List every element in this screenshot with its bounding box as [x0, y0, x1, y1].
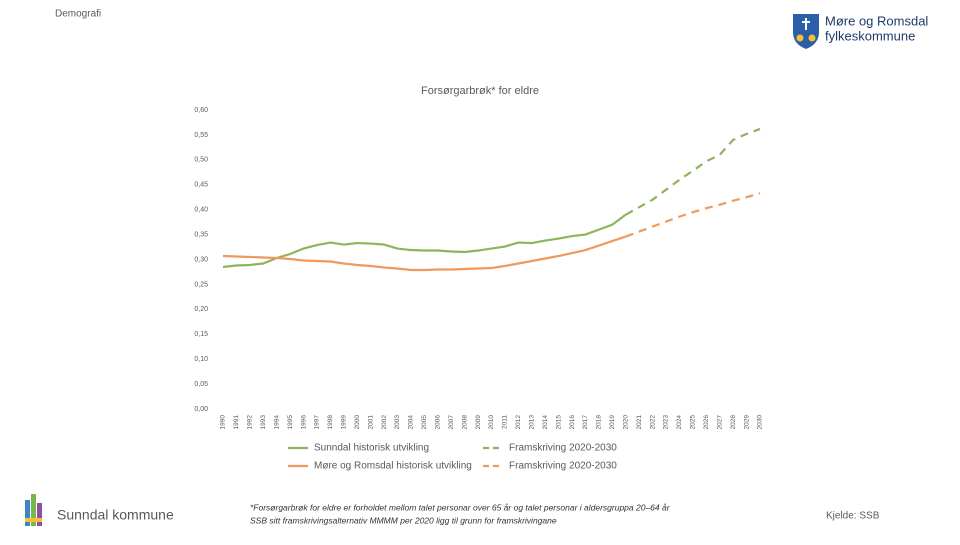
x-tick-label: 2026: [703, 415, 710, 430]
x-tick-label: 2021: [636, 415, 643, 430]
y-tick-label: 0,55: [194, 132, 208, 139]
x-tick-label: 2023: [663, 415, 670, 430]
x-tick-label: 2029: [743, 415, 750, 430]
county-logo: Møre og Romsdal fylkeskommune: [793, 13, 928, 49]
footnote: SSB sitt framskrivingsalternativ MMMM pe…: [250, 515, 557, 525]
x-tick-label: 2012: [515, 415, 522, 430]
logo-bar: [37, 503, 42, 526]
x-tick-label: 2020: [622, 415, 629, 430]
y-tick-label: 0,60: [194, 107, 208, 114]
x-tick-label: 2016: [569, 415, 576, 430]
x-tick-label: 2018: [596, 415, 603, 430]
x-tick-label: 2006: [435, 415, 442, 430]
x-tick-label: 2024: [676, 415, 683, 430]
y-tick-label: 0,35: [194, 231, 208, 238]
x-tick-label: 2011: [502, 415, 509, 429]
y-tick-label: 0,05: [194, 381, 208, 388]
footnote: *Forsørgarbrøk for eldre er forholdet me…: [250, 502, 671, 512]
y-tick-label: 0,20: [194, 306, 208, 313]
x-tick-label: 2019: [609, 415, 616, 430]
x-tick-label: 2027: [716, 415, 723, 430]
x-tick-label: 2017: [582, 415, 589, 430]
x-tick-label: 1996: [300, 415, 307, 430]
x-tick-label: 2000: [354, 415, 361, 430]
x-tick-label: 2001: [367, 415, 374, 430]
x-tick-label: 1992: [247, 415, 254, 430]
y-tick-label: 0,00: [194, 406, 208, 413]
series-line: [625, 192, 761, 238]
x-tick-label: 2007: [448, 415, 455, 430]
x-tick-label: 2014: [542, 415, 549, 430]
x-tick-label: 2003: [394, 415, 401, 430]
chart-title: Forsørgarbrøk* for eldre: [421, 85, 539, 97]
y-tick-label: 0,10: [194, 356, 208, 363]
legend-label: Framskriving 2020-2030: [509, 461, 617, 472]
x-tick-label: 1995: [287, 415, 294, 430]
logo-bar: [25, 500, 30, 526]
x-tick-label: 2030: [757, 415, 764, 430]
legend-label: Møre og Romsdal historisk utvikling: [314, 461, 472, 472]
legend-label: Framskriving 2020-2030: [509, 443, 617, 454]
x-tick-label: 2015: [555, 415, 562, 430]
series-line: [625, 127, 761, 216]
y-tick-label: 0,50: [194, 157, 208, 164]
x-tick-label: 1994: [273, 415, 280, 430]
logo-bar: [31, 494, 36, 526]
municipality-logo: [25, 494, 42, 526]
footer-source: Kjelde: SSB: [826, 511, 880, 522]
logo-detail: [796, 34, 804, 42]
y-tick-label: 0,45: [194, 182, 208, 189]
x-tick-label: 1998: [327, 415, 334, 430]
logo-text: Møre og Romsdal: [825, 13, 928, 28]
x-tick-label: 2010: [488, 415, 495, 430]
logo-bar: [25, 518, 42, 522]
x-tick-label: 1997: [314, 415, 321, 430]
y-tick-label: 0,40: [194, 207, 208, 214]
x-tick-label: 2025: [690, 415, 697, 430]
x-tick-label: 2004: [408, 415, 415, 430]
logo-detail: [808, 34, 816, 42]
y-tick-label: 0,15: [194, 331, 208, 338]
logo-text: fylkeskommune: [825, 28, 915, 43]
footer-municipality: Sunndal kommune: [57, 507, 174, 523]
y-tick-label: 0,30: [194, 256, 208, 263]
x-tick-label: 1999: [341, 415, 348, 430]
x-tick-label: 2002: [381, 415, 388, 430]
x-tick-label: 2008: [461, 415, 468, 430]
y-tick-label: 0,25: [194, 281, 208, 288]
x-tick-label: 2009: [475, 415, 482, 430]
legend-label: Sunndal historisk utvikling: [314, 443, 429, 454]
series-line: [222, 235, 627, 272]
x-tick-label: 1993: [260, 415, 267, 430]
x-tick-label: 2005: [421, 415, 428, 430]
x-tick-label: 1990: [220, 415, 227, 430]
x-tick-label: 2028: [730, 415, 737, 430]
x-tick-label: 2022: [649, 415, 656, 430]
x-tick-label: 2013: [528, 415, 535, 430]
series-line: [222, 213, 627, 269]
section-title: Demografi: [55, 9, 101, 20]
logo-detail: [802, 18, 810, 30]
x-tick-label: 1991: [233, 415, 240, 430]
